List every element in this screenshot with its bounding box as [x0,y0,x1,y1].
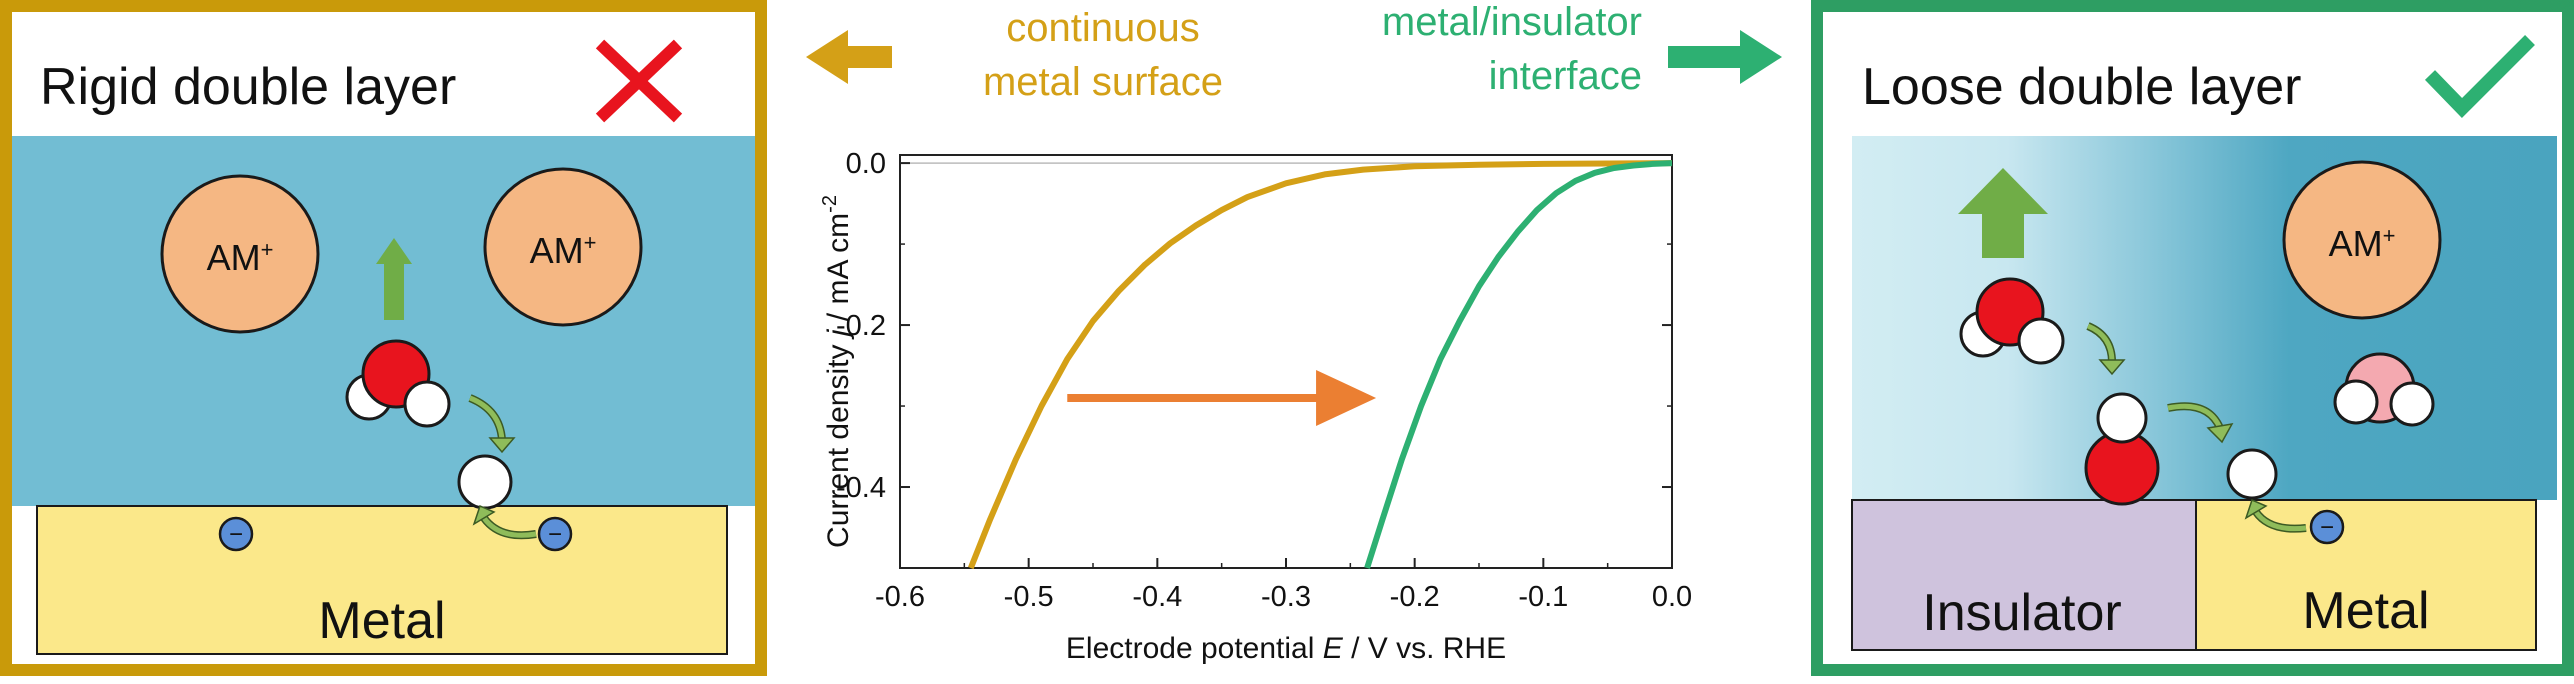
x-tick-label: -0.3 [1261,581,1311,613]
curved-arrow-icon [468,394,516,454]
right-panel: Loose double layer AM+ [1811,0,2574,676]
electron-icon: − [218,516,254,552]
shift-arrow-head [1316,369,1377,426]
water-molecule-icon [1959,277,2065,365]
small-up-arrow-icon [376,238,412,320]
left-panel-border [0,0,767,676]
x-axis-label: Electrode potential E / V vs. RHE [1066,632,1506,665]
x-tick-label: 0.0 [1652,581,1692,613]
chart: -0.6 -0.5 -0.4 -0.3 -0.2 -0.1 0.0 0.0 -0.2 -0.4 E… [819,148,1692,665]
curved-arrow-icon [2167,402,2234,444]
left-electrolyte [12,136,755,506]
y-tick-label: -0.4 [836,472,886,504]
hydrogen-atom-icon [2226,448,2278,500]
right-arrow-icon [1668,30,1782,84]
annotation-layer [1067,369,1377,426]
y-tick-label: 0.0 [846,148,886,180]
curved-arrow-icon [472,504,537,540]
x-tick-label: -0.2 [1390,581,1440,613]
right-caption-line1: metal/insulator [1382,0,1642,44]
svg-text:−: − [2320,514,2334,541]
metal-label-right: Metal [2302,582,2429,640]
plot-frame [899,154,1673,569]
curved-arrow-icon [2244,498,2307,533]
series-line-2 [1364,160,1673,569]
x-tick-label: -0.6 [875,581,925,613]
left-panel: Rigid double layer AM+ AM+ [0,0,767,676]
svg-text:AM+: AM+ [2329,223,2396,264]
right-panel-border [1811,0,2574,676]
x-tick-label: -0.5 [1004,581,1054,613]
cross-icon [595,39,683,123]
x-tick-label: -0.4 [1132,581,1182,613]
left-panel-title: Rigid double layer [40,58,456,116]
hydrogen-atom-icon [457,454,513,510]
y-axis-label: Current density j / mA cm-2 [819,195,855,548]
y-tick-label: -0.2 [836,310,886,342]
svg-text:AM+: AM+ [207,237,274,278]
electron-icon: − [537,516,573,552]
adsorbed-water-icon [2084,392,2160,506]
ion-am-left-2: AM+ [483,167,643,327]
insulator-label: Insulator [1922,584,2121,642]
right-electrolyte [1852,136,2557,500]
left-caption-line1: continuous [1006,6,1199,50]
svg-text:−: − [548,521,562,548]
right-metal-electrode [2195,499,2537,651]
ion-am-right: AM+ [2282,160,2442,320]
hydrated-water-icon [2333,352,2435,427]
series-line-1 [968,160,1673,570]
svg-text:AM+: AM+ [530,230,597,271]
large-up-arrow-icon [1958,168,2048,258]
curved-arrow-icon [2086,322,2126,376]
ion-am-left-1: AM+ [160,174,320,334]
water-molecule-icon [345,339,451,428]
x-tick-label: -0.1 [1518,581,1568,613]
left-caption-line2: metal surface [983,60,1223,104]
right-panel-title: Loose double layer [1862,58,2301,116]
left-metal-electrode [36,505,728,655]
right-caption-line2: interface [1489,54,1642,98]
left-arrow-icon [806,30,892,84]
electron-icon: − [2309,509,2345,545]
svg-text:−: − [229,521,243,548]
metal-label-left: Metal [318,592,445,650]
caption-area: continuous metal surface metal/insulator… [806,0,1782,104]
check-icon [2424,35,2535,118]
series-layer [968,160,1673,570]
ticks: -0.6 -0.5 -0.4 -0.3 -0.2 -0.1 0.0 0.0 -0.2 -0.4 [836,148,1692,613]
